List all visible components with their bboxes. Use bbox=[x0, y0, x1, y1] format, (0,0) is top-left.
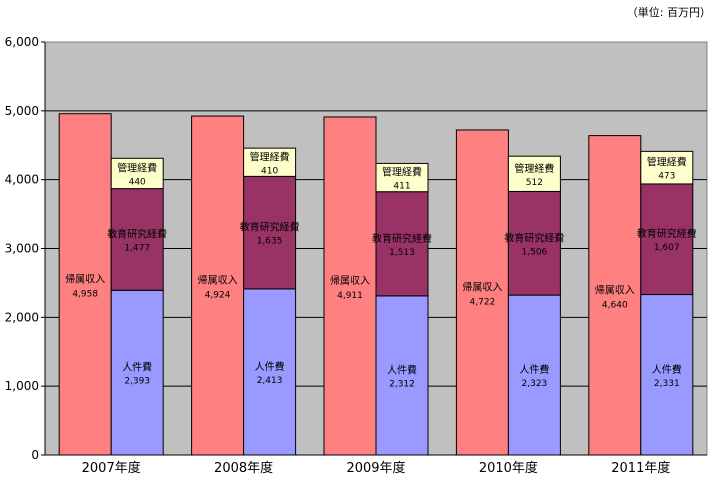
bar-expense bbox=[243, 175, 297, 290]
series-name-label: 教育研究経費 bbox=[107, 227, 167, 240]
data-label: 4,924 bbox=[205, 291, 231, 301]
data-label: 410 bbox=[261, 166, 278, 176]
series-name-label: 管理経費 bbox=[514, 162, 554, 175]
data-label: 1,513 bbox=[389, 248, 415, 258]
data-label: 4,640 bbox=[602, 300, 628, 310]
y-tick-label: 1,000 bbox=[5, 379, 39, 393]
series-name-label: 人件費 bbox=[519, 363, 549, 376]
series-name-label: 帰属収入 bbox=[462, 280, 502, 293]
data-label: 4,911 bbox=[337, 291, 363, 301]
series-name-label: 帰属収入 bbox=[198, 274, 238, 287]
x-tick-label: 2010年度 bbox=[479, 460, 538, 476]
bar-revenue bbox=[58, 113, 112, 456]
bar-expense bbox=[640, 183, 694, 296]
data-label: 1,506 bbox=[522, 247, 548, 257]
series-name-label: 帰属収入 bbox=[330, 274, 370, 287]
data-label: 1,635 bbox=[257, 237, 283, 247]
bar-expense bbox=[375, 162, 429, 193]
bar-expense bbox=[243, 288, 297, 456]
data-label: 2,413 bbox=[257, 376, 283, 386]
bar-expense bbox=[375, 191, 429, 297]
data-label: 411 bbox=[393, 182, 410, 192]
data-label: 2,323 bbox=[522, 379, 548, 389]
data-label: 1,607 bbox=[654, 243, 680, 253]
data-label: 473 bbox=[658, 172, 675, 182]
series-name-label: 管理経費 bbox=[647, 156, 687, 169]
bar-revenue bbox=[455, 129, 509, 456]
bar-expense bbox=[640, 294, 694, 456]
unit-label: （単位: 百万円） bbox=[626, 6, 711, 19]
series-name-label: 人件費 bbox=[387, 363, 417, 376]
x-tick-label: 2011年度 bbox=[611, 460, 670, 476]
data-label: 512 bbox=[526, 178, 543, 188]
series-name-label: 教育研究経費 bbox=[240, 221, 300, 234]
bar-expense bbox=[640, 150, 694, 185]
x-tick-label: 2009年度 bbox=[346, 460, 405, 476]
x-tick-label: 2008年度 bbox=[214, 460, 273, 476]
bar-expense bbox=[243, 147, 297, 177]
series-name-label: 教育研究経費 bbox=[504, 231, 564, 244]
series-name-label: 教育研究経費 bbox=[372, 232, 432, 245]
data-label: 1,477 bbox=[124, 243, 150, 253]
y-tick-label: 4,000 bbox=[5, 173, 39, 187]
x-tick-label: 2007年度 bbox=[82, 460, 141, 476]
series-name-label: 管理経費 bbox=[117, 161, 157, 174]
bar-expense bbox=[507, 155, 561, 192]
data-label: 2,312 bbox=[389, 379, 415, 389]
y-tick-label: 5,000 bbox=[5, 104, 39, 118]
bar-expense bbox=[375, 295, 429, 456]
series-name-label: 帰属収入 bbox=[65, 272, 105, 285]
y-tick-label: 3,000 bbox=[5, 242, 39, 256]
y-tick-label: 6,000 bbox=[5, 35, 39, 49]
bar-revenue bbox=[588, 135, 642, 456]
series-name-label: 管理経費 bbox=[250, 150, 290, 163]
y-tick-label: 2,000 bbox=[5, 310, 39, 324]
bar-expense bbox=[110, 157, 164, 190]
data-label: 2,331 bbox=[654, 379, 680, 389]
data-label: 4,958 bbox=[72, 289, 98, 299]
series-name-label: 人件費 bbox=[255, 360, 285, 373]
y-tick-label: 0 bbox=[31, 448, 39, 462]
series-name-label: 人件費 bbox=[122, 361, 152, 374]
data-label: 4,722 bbox=[470, 297, 496, 307]
bar-expense bbox=[507, 190, 561, 296]
data-label: 440 bbox=[129, 177, 146, 187]
series-name-label: 教育研究経費 bbox=[637, 227, 697, 240]
series-name-label: 管理経費 bbox=[382, 166, 422, 179]
data-label: 2,393 bbox=[124, 377, 150, 387]
series-name-label: 帰属収入 bbox=[595, 283, 635, 296]
bar-expense bbox=[507, 294, 561, 456]
series-name-label: 人件費 bbox=[652, 363, 682, 376]
